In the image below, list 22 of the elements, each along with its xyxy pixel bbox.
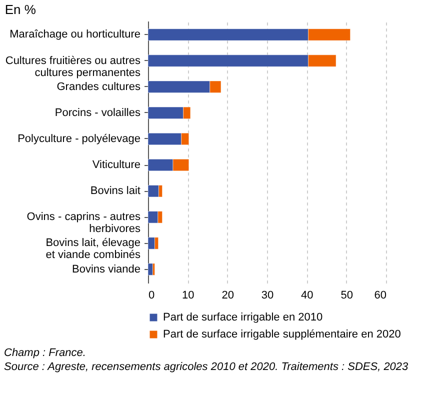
legend-label: Part de surface irrigable en 2010 [163,312,323,324]
y-tick-label: Ovins - caprins - autres herbivores [26,211,141,236]
x-tick-label: 50 [340,290,353,302]
y-tick-label: Maraîchage ou horticulture [10,28,140,41]
y-tick-label: Bovins lait, élevage et viande combinés [46,237,141,262]
y-tick-label: Bovins viande [72,263,140,276]
x-tick-label: 30 [261,290,274,302]
legend-label: Part de surface irrigable supplémentaire en 2020 [163,328,401,340]
x-tick-label: 20 [222,290,234,302]
y-tick-label: Polyculture - polyélevage [18,132,140,145]
text: Champ : France. [4,346,87,360]
source-note: Source : Agreste, recensements agricoles 2010 et 2020. Traitements : SDES, 2023 [4,360,410,374]
text: En % [4,2,36,17]
y-tick-label: Porcins - volailles [54,106,141,119]
x-tick-label: 60 [374,290,386,302]
y-tick-label: Grandes cultures [56,80,141,93]
y-tick-label: Cultures fruitières ou autres cultures permanentes [5,54,141,79]
y-tick-label: Viticulture [92,159,140,172]
x-tick-label: 10 [182,290,194,302]
x-tick-label: 40 [301,290,314,302]
x-tick-label: 0 [148,290,155,302]
y-tick-label: Bovins lait [90,185,140,198]
